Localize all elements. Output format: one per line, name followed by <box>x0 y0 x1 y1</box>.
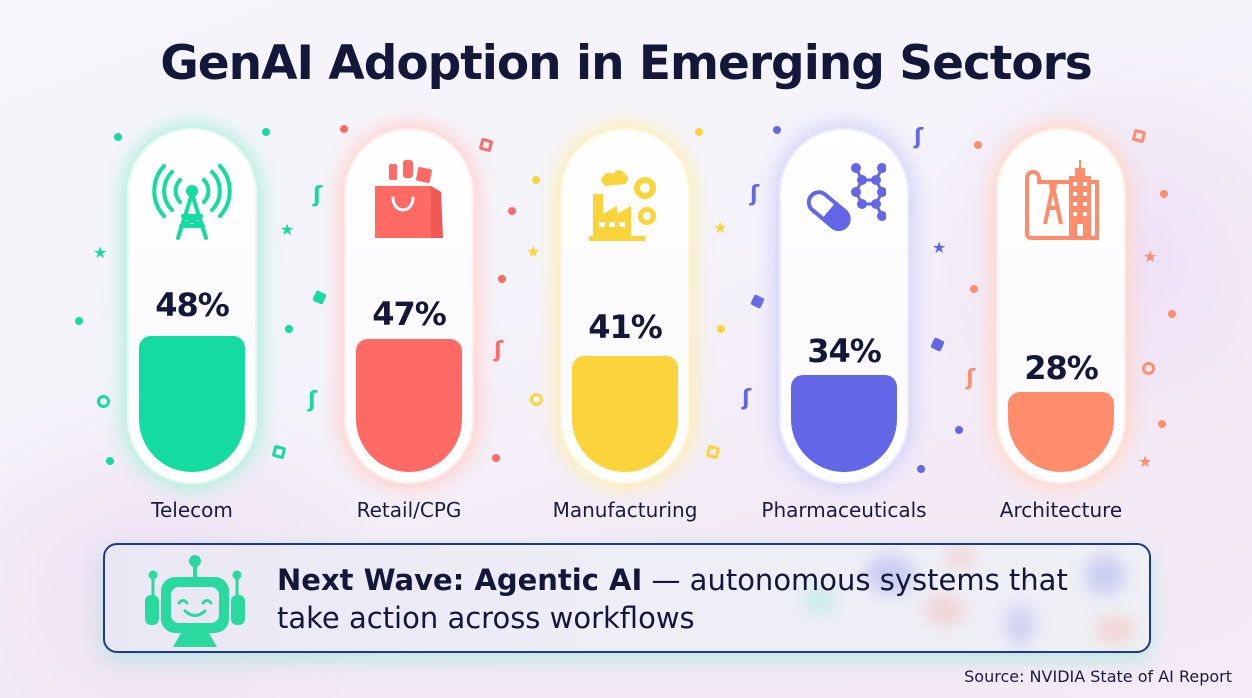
confetti-ring <box>1142 362 1155 375</box>
bar-pharmaceuticals: 34% <box>779 128 909 484</box>
decorative-blob <box>1005 605 1035 645</box>
callout-description: — autonomous systems that take action ac… <box>277 563 1068 635</box>
confetti-dot <box>717 325 725 333</box>
chart-title: GenAI Adoption in Emerging Sectors <box>160 36 1093 91</box>
confetti-square-outline <box>705 444 721 460</box>
confetti-star: ★ <box>1138 452 1153 471</box>
decorative-blob <box>1095 615 1135 645</box>
decorative-blob <box>945 545 975 569</box>
confetti-dot <box>1168 310 1176 318</box>
source-note: Source: NVIDIA State of AI Report <box>964 667 1232 686</box>
confetti-dot <box>340 125 348 133</box>
pill-molecule-icon <box>806 163 886 231</box>
confetti-dot <box>773 126 781 134</box>
category-label: Manufacturing <box>552 498 698 522</box>
bar-fill <box>1008 392 1114 472</box>
value-label: 48% <box>155 286 230 324</box>
confetti-dot <box>1158 420 1166 428</box>
category-label: Telecom <box>151 498 233 522</box>
agentic-ai-callout: Next Wave: Agentic AI — autonomous syste… <box>103 543 1151 653</box>
confetti-dot <box>75 317 83 325</box>
bar-telecom: 48% <box>127 128 257 484</box>
confetti-dot <box>508 207 516 215</box>
factory-gears-icon <box>589 170 656 241</box>
confetti-squiggle: ʃ <box>914 125 924 150</box>
decorative-blob <box>925 595 965 625</box>
confetti-dot <box>532 176 540 184</box>
bar-manufacturing: 41% <box>560 128 690 484</box>
confetti-dot <box>695 128 703 136</box>
confetti-squiggle: ʃ <box>750 182 760 207</box>
category-label: Architecture <box>999 498 1123 522</box>
confetti-dot <box>285 325 293 333</box>
shopping-bag-icon <box>375 160 443 238</box>
confetti-square <box>750 294 765 309</box>
confetti-dot <box>970 285 978 293</box>
bar-fill <box>791 375 897 472</box>
value-label: 47% <box>372 295 447 333</box>
bar-architecture: 28% <box>996 128 1126 484</box>
callout-headline: Next Wave: Agentic AI <box>277 563 643 597</box>
confetti-dot <box>262 128 270 136</box>
category-label: Retail/CPG <box>356 498 462 522</box>
decorative-blob <box>865 555 915 595</box>
confetti-star: ★ <box>93 243 108 262</box>
cell-tower-icon <box>152 164 232 240</box>
confetti-star: ★ <box>1143 247 1158 266</box>
confetti-dot <box>974 141 982 149</box>
bar-retail-cpg: 47% <box>344 128 474 484</box>
decorative-blob <box>805 585 835 615</box>
confetti-dot <box>106 457 114 465</box>
confetti-square-outline <box>478 137 494 153</box>
confetti-star: ★ <box>280 220 295 239</box>
confetti-dot <box>955 426 963 434</box>
bar-fill <box>139 336 245 472</box>
confetti-ring <box>530 393 543 406</box>
callout-text: Next Wave: Agentic AI — autonomous syste… <box>277 561 1117 637</box>
confetti-dot <box>492 454 500 462</box>
blueprint-building-icon <box>1025 160 1099 240</box>
confetti-dot <box>917 465 925 473</box>
confetti-ring <box>97 395 110 408</box>
confetti-squiggle: ʃ <box>966 366 976 391</box>
value-label: 41% <box>588 308 663 346</box>
confetti-star: ★ <box>526 242 541 261</box>
confetti-squiggle: ʃ <box>494 338 504 363</box>
category-label: Pharmaceuticals <box>761 498 927 522</box>
bar-fill <box>356 339 462 472</box>
confetti-star: ★ <box>713 218 728 237</box>
confetti-dot <box>498 275 506 283</box>
value-label: 34% <box>807 332 882 370</box>
confetti-squiggle: ʃ <box>742 386 752 411</box>
robot-icon <box>145 555 245 647</box>
confetti-dot <box>114 133 122 141</box>
confetti-star: ★ <box>932 238 947 257</box>
value-label: 28% <box>1024 349 1099 387</box>
confetti-squiggle: ʃ <box>313 183 323 208</box>
confetti-square <box>312 290 327 305</box>
confetti-squiggle: ʃ <box>308 388 318 413</box>
confetti-dot <box>1160 190 1168 198</box>
bar-fill <box>572 356 678 472</box>
decorative-blob <box>1085 555 1125 595</box>
